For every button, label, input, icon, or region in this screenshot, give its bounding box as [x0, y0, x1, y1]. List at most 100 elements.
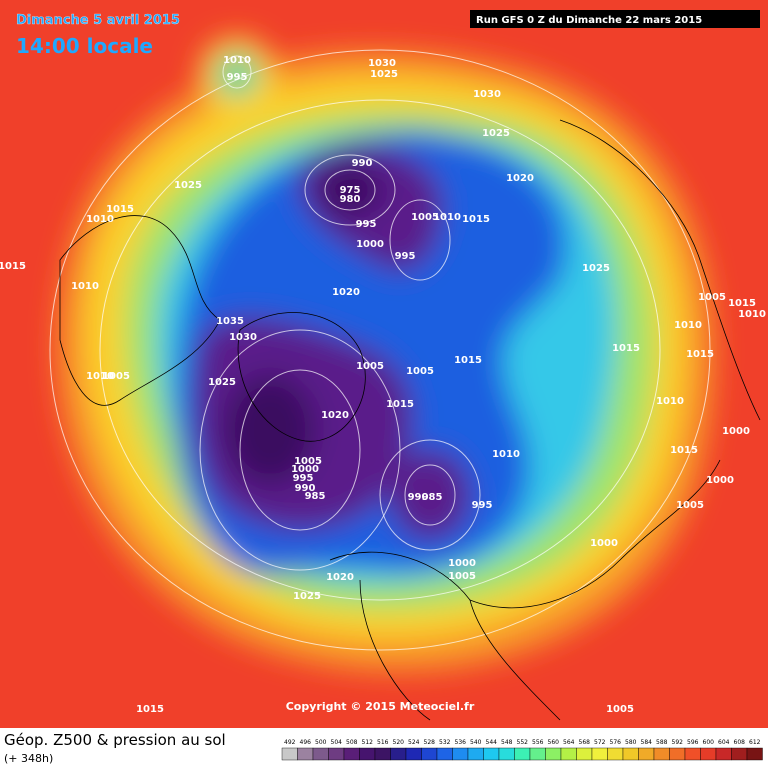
isobar-label: 1010 [86, 214, 114, 225]
isobar-label: 1005 [698, 292, 726, 303]
scale-swatch [343, 747, 360, 761]
isobar-label: 1025 [174, 180, 202, 191]
isobar-label: 995 [356, 219, 377, 230]
scale-label: 528 [424, 739, 436, 746]
scale-label: 556 [532, 739, 544, 746]
isobar-label: 1000 [590, 538, 618, 549]
isobar-label: 1025 [370, 69, 398, 80]
isobar-label: 975 [340, 185, 361, 196]
scale-swatch [638, 747, 655, 761]
scale-swatch [684, 747, 701, 761]
scale-swatch [281, 747, 298, 761]
run-box [470, 10, 760, 28]
scale-swatch [545, 747, 562, 761]
scale-label: 524 [408, 739, 420, 746]
z500-field [57, 37, 715, 672]
scale-label: 492 [284, 739, 296, 746]
scale-swatch [498, 747, 515, 761]
isobar-label: 1000 [722, 426, 750, 437]
time-title: 14:00 locale [16, 34, 153, 58]
scale-label: 540 [470, 739, 482, 746]
isobar-label: 1015 [106, 204, 134, 215]
scale-swatch [607, 747, 624, 761]
run-info: Run GFS 0 Z du Dimanche 22 mars 2015 [476, 15, 702, 26]
scale-swatch [390, 747, 407, 761]
isobar-label: 1030 [368, 58, 396, 69]
isobar-label: 1000 [706, 475, 734, 486]
isobar-labels: 1010995103010251030102510251015101010151… [0, 55, 766, 715]
scale-swatch [359, 747, 376, 761]
isobar-label: 1010 [86, 371, 114, 382]
isobar-label: 1005 [294, 456, 322, 467]
isobar-label: 1020 [326, 572, 354, 583]
isobar-label: 995 [293, 473, 314, 484]
scale-label: 580 [625, 739, 637, 746]
scale-label: 612 [749, 739, 761, 746]
isobar-label: 1000 [356, 239, 384, 250]
isobar-label: 1030 [473, 89, 501, 100]
isobar-label: 1030 [229, 332, 257, 343]
scale-swatch [405, 747, 422, 761]
scale-swatch [483, 747, 500, 761]
isobar-label: 990 [295, 483, 316, 494]
copyright: Copyright © 2015 Meteociel.fr [286, 700, 475, 713]
scale-label: 552 [517, 739, 529, 746]
scale-swatch [312, 747, 329, 761]
scale-swatch [669, 747, 686, 761]
scale-label: 532 [439, 739, 451, 746]
isobar-label: 1005 [676, 500, 704, 511]
scale-label: 508 [346, 739, 358, 746]
isobars [49, 49, 711, 651]
scale-label: 516 [377, 739, 389, 746]
isobar-label: 1020 [321, 410, 349, 421]
scale-swatch [576, 747, 593, 761]
scale-label: 496 [300, 739, 312, 746]
date-title: Dimanche 5 avril 2015 [16, 13, 180, 28]
field-title: Géop. Z500 & pression au sol [4, 731, 226, 749]
scale-label: 588 [656, 739, 668, 746]
scale-swatch [514, 747, 531, 761]
isobar-label: 1015 [136, 704, 164, 715]
isobar-label: 1015 [386, 399, 414, 410]
isobar-label: 1015 [686, 349, 714, 360]
isobar-label: 1020 [506, 173, 534, 184]
isobar-label: 990 [408, 492, 429, 503]
isobar-label: 1010 [433, 212, 461, 223]
isobar-label: 1005 [448, 571, 476, 582]
isobar-label: 995 [395, 251, 416, 262]
isobar-label: 1025 [582, 263, 610, 274]
isobar-label: 1010 [738, 309, 766, 320]
scale-label: 560 [548, 739, 560, 746]
scale-label: 592 [672, 739, 684, 746]
isobar-label: 1005 [406, 366, 434, 377]
scale-swatch [731, 747, 748, 761]
scale-swatch [560, 747, 577, 761]
isobar-label: 1015 [0, 261, 26, 272]
isobar-label: 1000 [448, 558, 476, 569]
scale-label: 568 [579, 739, 591, 746]
scale-label: 504 [331, 739, 343, 746]
scale-swatch [436, 747, 453, 761]
isobar-label: 1010 [223, 55, 251, 66]
isobar-label: 1015 [670, 445, 698, 456]
scale-swatch [452, 747, 469, 761]
isobar-label: 1005 [356, 361, 384, 372]
isobar-label: 995 [472, 500, 493, 511]
isobar-label: 1010 [71, 281, 99, 292]
color-scale: 492 496 500 504 508 512 516 520 524 528 532 536 540 5… [281, 739, 763, 761]
scale-swatch [328, 747, 345, 761]
scale-swatch [700, 747, 717, 761]
isobar-label: 1025 [208, 377, 236, 388]
scale-label: 600 [703, 739, 715, 746]
isobar-label: 980 [340, 194, 361, 205]
scale-swatch [746, 747, 763, 761]
scale-label: 596 [687, 739, 699, 746]
isobar-label: 1005 [102, 371, 130, 382]
scale-label: 604 [718, 739, 730, 746]
isobar-label: 995 [227, 72, 248, 83]
isobar-label: 1000 [291, 464, 319, 475]
scale-label: 564 [563, 739, 575, 746]
isobar-label: 985 [422, 492, 443, 503]
